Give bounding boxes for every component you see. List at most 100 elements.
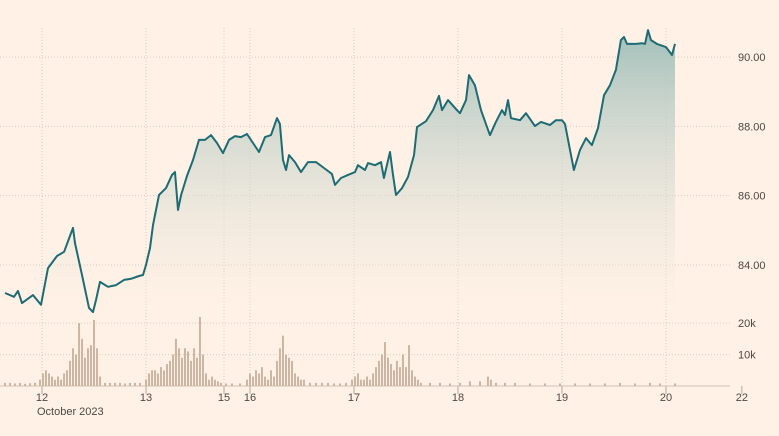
volume-bar: [383, 342, 386, 386]
volume-bar: [278, 348, 281, 386]
volume-bar: [13, 383, 16, 386]
volume-bar: [393, 370, 396, 386]
volume-bar: [503, 382, 506, 386]
volume-bar: [184, 348, 187, 386]
volume-bar: [558, 383, 561, 386]
volume-bar: [24, 383, 27, 386]
volume-bar: [224, 383, 227, 386]
volume-bar: [588, 383, 591, 386]
volume-bar: [291, 360, 294, 386]
volume-bar: [362, 379, 365, 386]
volume-bar: [255, 370, 258, 386]
volume-bar: [674, 383, 677, 386]
volume-bar: [299, 379, 302, 386]
volume-bar: [3, 382, 6, 386]
volume-bar: [156, 373, 159, 386]
volume-bar: [390, 364, 393, 386]
volume-bar: [138, 382, 141, 386]
x-tick-label: 18: [452, 392, 464, 404]
volume-bar: [231, 383, 234, 386]
y-tick-label: 90.00: [738, 52, 766, 64]
volume-bar: [205, 373, 208, 386]
volume-bar: [29, 383, 32, 386]
volume-bar: [354, 376, 357, 386]
volume-bar: [211, 376, 214, 386]
volume-bar: [380, 354, 383, 386]
volume-bar: [245, 379, 248, 386]
volume-bar: [151, 370, 154, 386]
volume-bar: [104, 382, 107, 386]
volume-bar: [42, 373, 45, 386]
volume-bar: [416, 379, 419, 386]
y-tick-label: 86.00: [738, 191, 766, 203]
volume-bar: [619, 382, 622, 386]
volume-bar: [375, 367, 378, 386]
volume-bar: [93, 320, 96, 386]
volume-bar: [513, 382, 516, 386]
volume-bar: [89, 345, 92, 386]
volume-bar: [39, 379, 42, 386]
volume-bar: [148, 373, 151, 386]
x-sublabel: October 2023: [37, 406, 104, 418]
volume-bar: [34, 382, 37, 386]
volume-bar: [404, 367, 407, 386]
volume-bar: [408, 345, 411, 386]
volume-bar: [320, 382, 323, 386]
volume-bar: [448, 383, 451, 386]
x-tick-label: 12: [36, 392, 48, 404]
volume-bar: [99, 376, 102, 386]
volume-bar: [133, 382, 136, 386]
volume-bar: [54, 379, 57, 386]
volume-bar: [633, 383, 636, 386]
volume-bar: [297, 376, 300, 386]
volume-bar: [544, 383, 547, 386]
volume-bar: [411, 370, 414, 386]
volume-bar: [18, 382, 21, 386]
volume-bar: [344, 382, 347, 386]
volume-bar: [489, 379, 492, 386]
volume-bar: [309, 382, 312, 386]
volume-bar: [486, 376, 489, 386]
volume-bar: [68, 360, 71, 386]
volume-bar: [208, 379, 211, 386]
volume-bar: [276, 360, 279, 386]
volume-bar: [8, 382, 11, 386]
volume-bar: [44, 370, 47, 386]
volume-bar: [63, 373, 66, 386]
price-area: [5, 30, 675, 313]
volume-bar: [266, 379, 269, 386]
volume-bar: [273, 376, 276, 386]
volume-bar: [494, 382, 497, 386]
volume-bar: [239, 383, 242, 386]
volume-bar: [169, 360, 172, 386]
y-tick-label: 84.00: [738, 260, 766, 272]
volume-bar: [419, 382, 422, 386]
volume-bar: [123, 383, 126, 386]
volume-bar: [47, 373, 50, 386]
volume-bar: [195, 357, 198, 386]
volume-bar: [369, 379, 372, 386]
volume-bar: [479, 381, 482, 386]
volume-bar: [172, 354, 175, 386]
volume-bar: [75, 354, 78, 386]
x-tick-label: 16: [244, 392, 256, 404]
volume-bar: [386, 357, 389, 386]
y-tick-label: 88.00: [738, 121, 766, 133]
volume-bar: [72, 348, 75, 386]
x-tick-label: 17: [348, 392, 360, 404]
volume-bar: [81, 338, 84, 386]
volume-bar: [258, 373, 261, 386]
volume-bar: [351, 379, 354, 386]
volume-bar: [219, 382, 222, 386]
volume-bar: [96, 348, 99, 386]
volume-bar: [60, 379, 63, 386]
volume-bar: [162, 370, 165, 386]
volume-bar: [414, 376, 417, 386]
volume-bar: [281, 335, 284, 386]
volume-bar: [201, 354, 204, 386]
volume-bar: [365, 376, 368, 386]
volume-bar: [326, 382, 329, 386]
volume-bar: [294, 373, 297, 386]
